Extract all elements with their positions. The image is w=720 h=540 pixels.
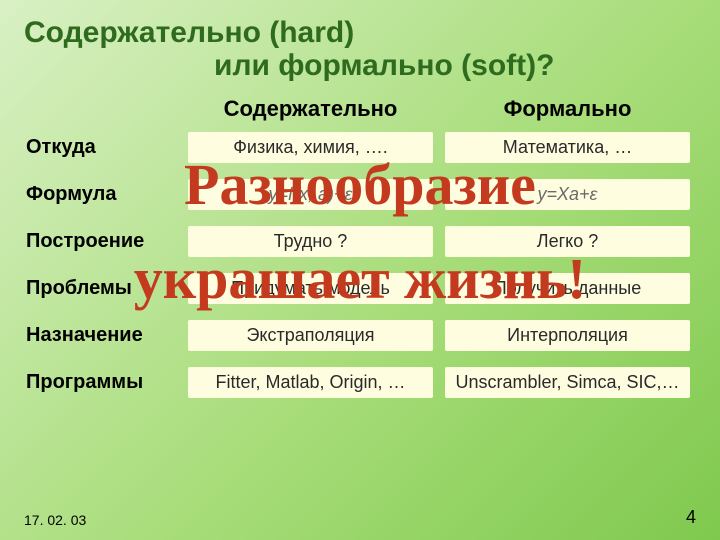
table-cell: Экстраполяция xyxy=(188,320,433,351)
header-spacer xyxy=(24,96,182,122)
page-number: 4 xyxy=(686,507,696,528)
column-header-1: Содержательно xyxy=(182,96,439,122)
table-cell: Получить данные xyxy=(445,273,690,304)
row-label: Программы xyxy=(24,371,182,394)
row-label: Проблемы xyxy=(24,277,182,300)
table-cell: Легко ? xyxy=(445,226,690,257)
table-cell: Интерполяция xyxy=(445,320,690,351)
table-cell: Трудно ? xyxy=(188,226,433,257)
table-row: Проблемы Придумать модель Получить данные xyxy=(24,273,696,304)
column-header-2: Формально xyxy=(439,96,696,122)
table-row: Построение Трудно ? Легко ? xyxy=(24,226,696,257)
slide-title: Содержательно (hard) или формально (soft… xyxy=(24,16,696,82)
footer-date: 17. 02. 03 xyxy=(24,512,86,528)
table-cell: Fitter, Matlab, Origin, … xyxy=(188,367,433,398)
row-label: Формула xyxy=(24,183,182,206)
table-row: Программы Fitter, Matlab, Origin, … Unscra… xyxy=(24,367,696,398)
table-cell: y=f(x, a)+ε xyxy=(188,179,433,210)
title-line-2: или формально (soft)? xyxy=(24,49,696,82)
comparison-table: Содержательно Формально Откуда Физика, хи… xyxy=(24,96,696,398)
title-line-1: Содержательно (hard) xyxy=(24,16,696,49)
row-label: Построение xyxy=(24,230,182,253)
table-row: Откуда Физика, химия, …. Математика, … xyxy=(24,132,696,163)
table-cell: Придумать модель xyxy=(188,273,433,304)
table-row: Назначение Экстраполяция Интерполяция xyxy=(24,320,696,351)
slide-footer: 17. 02. 03 4 xyxy=(24,507,696,528)
table-row: Формула y=f(x, a)+ε y=Xa+ε xyxy=(24,179,696,210)
table-cell: Unscrambler, Simca, SIC,… xyxy=(445,367,690,398)
table-cell: Математика, … xyxy=(445,132,690,163)
slide: Содержательно (hard) или формально (soft… xyxy=(0,0,720,540)
row-label: Откуда xyxy=(24,136,182,159)
table-header-row: Содержательно Формально xyxy=(24,96,696,122)
table-cell: Физика, химия, …. xyxy=(188,132,433,163)
row-label: Назначение xyxy=(24,324,182,347)
table-cell: y=Xa+ε xyxy=(445,179,690,210)
